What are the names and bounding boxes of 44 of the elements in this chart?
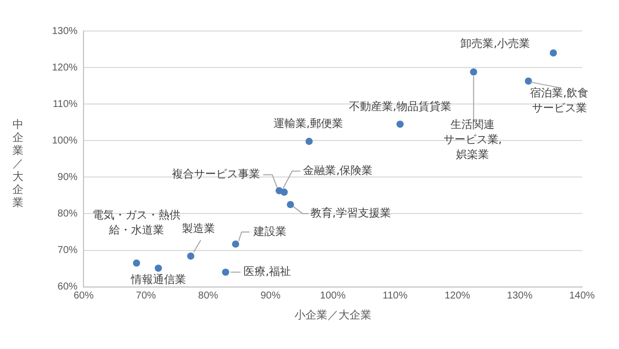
annotation: 情報通信業	[130, 273, 186, 286]
point	[280, 188, 288, 196]
annotation: 宿泊業,飲食サービス業	[530, 86, 589, 114]
y-axis-title: 中企業／大企業	[12, 118, 24, 209]
point	[524, 77, 532, 85]
y-tick-label: 90%	[58, 172, 78, 183]
y-tick-label: 80%	[58, 208, 78, 220]
annotation: 建設業	[252, 224, 287, 238]
point	[187, 252, 194, 260]
annotation: 電気・ガス・熱供給・水道業	[92, 208, 181, 236]
x-tick-label: 70%	[136, 290, 156, 302]
x-tick-label: 100%	[320, 290, 346, 302]
annotation: 教育,学習支援業	[310, 206, 391, 220]
y-tick-label: 60%	[58, 282, 78, 293]
y-tick-label: 110%	[52, 98, 78, 110]
annotation: 医療,福祉	[244, 265, 292, 278]
point	[470, 68, 478, 76]
annotation: 製造業	[182, 222, 216, 235]
x-tick-label: 140%	[569, 290, 595, 302]
annotation: 運輸業,郵便業	[273, 117, 343, 130]
point	[232, 240, 240, 248]
annotation: 生活関連サービス業,娯楽業	[443, 118, 502, 161]
x-tick-label: 110%	[382, 290, 408, 302]
point	[154, 264, 162, 272]
point	[550, 49, 557, 57]
x-tick-label: 120%	[444, 290, 470, 302]
y-tick-label: 100%	[52, 135, 78, 146]
y-tick-label: 120%	[52, 62, 78, 74]
x-axis-title: 小企業／大企業	[294, 308, 372, 322]
x-tick-label: 130%	[506, 290, 533, 302]
annotation: 金融業,保険業	[303, 164, 373, 178]
annotation: 複合サービス事業	[172, 168, 260, 181]
x-tick-label: 60%	[74, 290, 94, 302]
x-tick-label: 80%	[198, 290, 218, 302]
annotation: 不動産業,物品賃貸業	[348, 100, 452, 114]
y-tick-label: 70%	[58, 245, 78, 256]
y-tick-label: 130%	[52, 26, 78, 37]
x-tick-label: 90%	[260, 290, 281, 302]
point	[222, 268, 230, 276]
point	[286, 200, 294, 208]
point	[396, 120, 404, 128]
annotation: 卸売業,小売業	[460, 36, 530, 50]
point	[132, 259, 140, 267]
point	[306, 138, 313, 145]
